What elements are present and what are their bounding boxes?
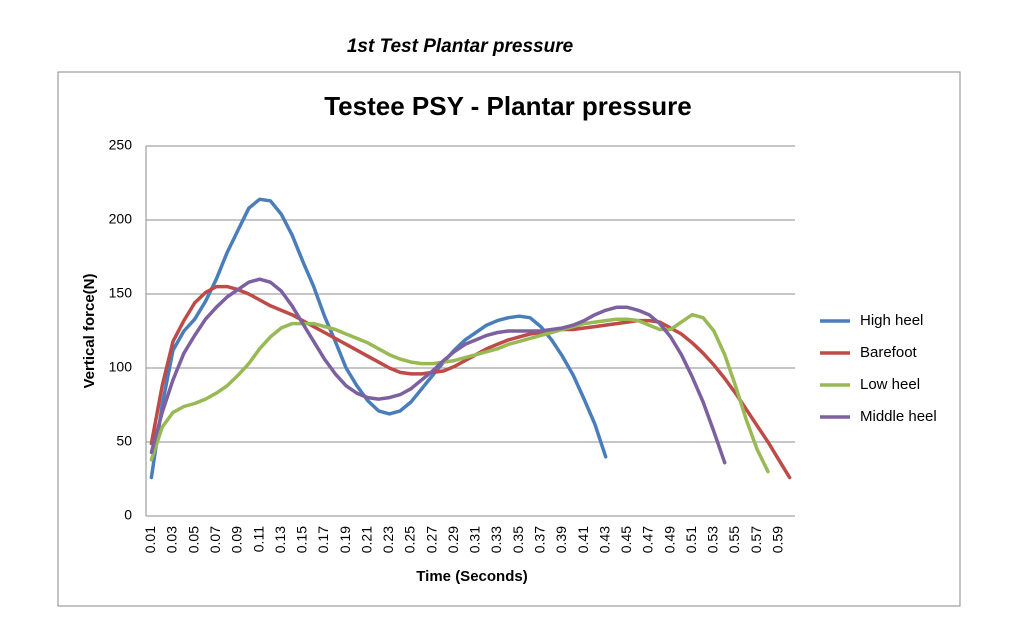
x-tick-label: 0.15	[294, 526, 310, 553]
x-tick-label: 0.51	[683, 526, 699, 553]
y-tick-label: 50	[116, 433, 132, 449]
y-tick-label: 200	[109, 211, 133, 227]
y-axis-label: Vertical force(N)	[81, 273, 98, 388]
series-line	[149, 197, 608, 480]
x-tick-label: 0.43	[596, 526, 612, 553]
x-axis-label: Time (Seconds)	[416, 568, 527, 585]
x-tick-label: 0.17	[315, 526, 331, 553]
x-tick-label: 0.03	[164, 526, 180, 553]
chart-title: Testee PSY - Plantar pressure	[324, 91, 692, 121]
x-tick-label: 0.53	[705, 526, 721, 553]
x-tick-label: 0.57	[748, 526, 764, 553]
x-tick-label: 0.45	[618, 526, 634, 553]
page-title: 1st Test Plantar pressure	[347, 36, 574, 57]
x-tick-label: 0.19	[337, 526, 353, 553]
legend-label: Low heel	[860, 376, 920, 393]
x-tick-label: 0.07	[207, 526, 223, 553]
y-tick-label: 0	[124, 507, 132, 523]
x-tick-label: 0.01	[142, 526, 158, 553]
x-tick-label: 0.41	[575, 526, 591, 553]
legend-label: Barefoot	[860, 344, 918, 361]
legend-label: Middle heel	[860, 408, 937, 425]
x-tick-label: 0.47	[640, 526, 656, 553]
x-tick-label: 0.25	[402, 526, 418, 553]
x-tick-label: 0.37	[532, 526, 548, 553]
x-tick-label: 0.31	[467, 526, 483, 553]
x-tick-label: 0.11	[250, 526, 266, 552]
y-tick-label: 100	[109, 359, 133, 375]
x-tick-label: 0.33	[488, 526, 504, 553]
x-tick-label: 0.21	[358, 526, 374, 553]
legend-label: High heel	[860, 312, 923, 329]
y-tick-label: 250	[109, 137, 133, 153]
series-line	[149, 277, 727, 465]
x-tick-label: 0.39	[553, 526, 569, 553]
y-tick-label: 150	[109, 285, 133, 301]
x-tick-label: 0.59	[769, 526, 785, 553]
x-tick-label: 0.27	[423, 526, 439, 553]
x-tick-label: 0.23	[380, 526, 396, 553]
x-tick-label: 0.09	[229, 526, 245, 553]
x-tick-label: 0.35	[510, 526, 526, 553]
x-tick-label: 0.55	[726, 526, 742, 553]
x-tick-label: 0.13	[272, 526, 288, 553]
x-tick-label: 0.29	[445, 526, 461, 553]
x-tick-label: 0.05	[185, 526, 201, 553]
x-tick-label: 0.49	[661, 526, 677, 553]
